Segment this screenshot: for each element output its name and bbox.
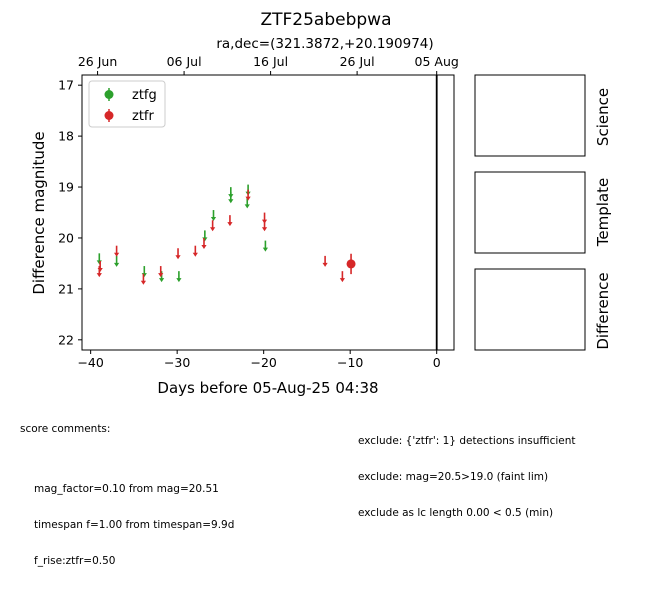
y-tick-label: 17 — [58, 78, 74, 93]
y-tick-label: 19 — [58, 180, 74, 195]
stamp-label-template: Template — [594, 178, 612, 247]
comment-line: exclude as lc length 0.00 < 0.5 (min) — [358, 507, 554, 519]
upper-limit-arrow-ztfr — [227, 222, 233, 227]
upper-limit-arrow-ztfg — [141, 273, 147, 278]
x-tick-label: 0 — [433, 355, 441, 370]
stamp-panels: Science Template Difference — [474, 74, 612, 351]
upper-limit-arrow-ztfr — [175, 255, 181, 260]
y-tick-label: 18 — [58, 129, 74, 144]
legend-label-ztfg: ztfg — [132, 88, 157, 103]
top-tick-label: 06 Jul — [167, 54, 202, 69]
y-tick-label: 21 — [58, 281, 74, 296]
score-comments: score comments: mag_factor=0.10 from mag… — [20, 399, 234, 603]
upper-limit-arrow-ztfg — [176, 278, 182, 283]
chart-title: ZTF25abebpwa — [260, 10, 391, 30]
detection-ztfr — [346, 259, 356, 269]
top-tick-label: 05 Aug — [415, 54, 459, 69]
top-tick-label: 16 Jul — [253, 54, 288, 69]
upper-limit-arrow-ztfr — [210, 227, 216, 232]
upper-limit-arrow-ztfr — [192, 252, 198, 257]
comment-line: exclude: mag=20.5>19.0 (faint lim) — [358, 471, 549, 483]
legend-label-ztfr: ztfr — [132, 109, 154, 124]
legend: ztfg ztfr — [88, 80, 166, 128]
exclusion-comments: exclude: {'ztfr': 1} detections insuffic… — [358, 411, 576, 531]
score-comments-header: score comments: — [20, 423, 111, 435]
upper-limit-arrow-ztfr — [201, 245, 207, 250]
legend-entry-ztfr: ztfr — [104, 109, 154, 124]
lightcurve-figure: ZTF25abebpwa ra,dec=(321.3872,+20.190974… — [30, 10, 612, 397]
upper-limit-arrow-ztfg — [210, 217, 217, 222]
y-axis-label: Difference magnitude — [30, 131, 48, 294]
comment-line: exclude: {'ztfr': 1} detections insuffic… — [358, 435, 576, 447]
upper-limit-arrow-ztfr — [245, 196, 251, 201]
upper-limit-arrow-ztfr — [96, 273, 102, 278]
upper-limit-arrow-ztfr — [114, 252, 120, 257]
x-tick-label: −20 — [250, 355, 276, 370]
upper-limit-arrow-ztfr — [158, 273, 164, 278]
upper-limit-arrow-ztfr — [339, 278, 345, 283]
upper-limit-arrow-ztfr — [322, 262, 328, 267]
stamp-label-difference: Difference — [594, 272, 612, 349]
comment-line: f_rise:ztfr=0.50 — [34, 555, 116, 567]
x-tick-label: −10 — [337, 355, 363, 370]
legend-entry-ztfg: ztfg — [104, 88, 157, 103]
y-tick-label: 22 — [58, 332, 74, 347]
upper-limit-arrow-ztfg — [96, 260, 102, 265]
chart-subtitle: ra,dec=(321.3872,+20.190974) — [216, 36, 433, 52]
template-stamp — [474, 171, 586, 254]
upper-limit-arrow-ztfg — [114, 262, 120, 267]
upper-limit-arrow-ztfg — [158, 278, 165, 283]
x-tick-label: −30 — [164, 355, 190, 370]
comment-line: timespan f=1.00 from timespan=9.9d — [34, 519, 235, 531]
upper-limit-arrow-ztfg — [262, 247, 269, 252]
upper-limit-arrow-ztfg — [228, 199, 234, 204]
plot-area: −40 −30 −20 −10 0 26 Jun 06 Jul 16 Jul 26 Jul 05 … — [58, 54, 459, 370]
top-tick-label: 26 Jul — [340, 54, 375, 69]
x-axis-label: Days before 05-Aug-25 04:38 — [157, 379, 378, 397]
upper-limit-arrow-ztfr — [140, 280, 147, 285]
upper-limit-arrow-ztfg — [244, 204, 250, 209]
stamp-label-science: Science — [594, 88, 612, 146]
x-tick-label: −40 — [77, 355, 103, 370]
upper-limit-arrow-ztfr — [261, 227, 268, 232]
comment-line: mag_factor=0.10 from mag=20.51 — [34, 483, 219, 495]
plot-frame — [81, 74, 455, 351]
science-stamp — [474, 74, 586, 157]
difference-stamp — [474, 268, 586, 351]
top-tick-label: 26 Jun — [78, 54, 117, 69]
upper-limit-arrow-ztfg — [202, 237, 208, 242]
upper-limit-arrow-ztfr — [97, 267, 103, 272]
y-tick-label: 20 — [58, 230, 74, 245]
